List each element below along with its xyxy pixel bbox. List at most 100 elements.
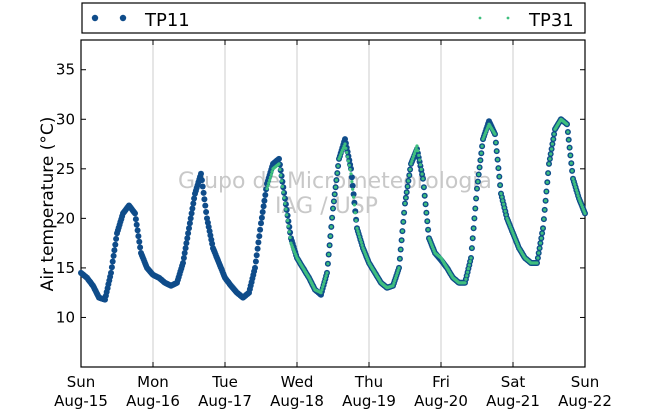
data-point-tp31 <box>550 142 555 146</box>
data-point-tp31 <box>284 207 288 211</box>
data-point-tp31 <box>479 151 483 155</box>
data-point-tp31 <box>417 153 421 157</box>
data-point-tp31 <box>333 192 337 196</box>
data-point-tp31 <box>466 267 470 271</box>
data-point-tp11 <box>181 250 188 256</box>
data-point-tp31 <box>544 199 548 203</box>
data-point-tp31 <box>344 146 348 150</box>
data-point-tp31 <box>573 182 577 186</box>
data-point-tp31 <box>477 172 481 177</box>
data-point-tp31 <box>266 184 270 188</box>
data-point-tp31 <box>537 251 541 255</box>
data-point-tp31 <box>416 149 420 153</box>
y-tick-label: 30 <box>56 110 75 128</box>
data-point-tp11 <box>203 209 210 215</box>
x-tick-label-day: Sun <box>67 373 96 391</box>
data-point-tp31 <box>396 268 400 273</box>
data-point-tp31 <box>346 159 350 163</box>
data-point-tp31 <box>547 162 551 166</box>
data-point-tp11 <box>180 255 187 261</box>
data-point-tp31 <box>324 274 328 278</box>
data-point-tp11 <box>187 215 194 222</box>
data-point-tp31 <box>269 172 273 177</box>
data-point-tp11 <box>253 252 260 259</box>
data-point-tp31 <box>463 281 467 285</box>
data-point-tp31 <box>574 188 579 192</box>
data-point-tp31 <box>406 184 410 189</box>
data-point-tp31 <box>331 206 335 211</box>
data-point-tp31 <box>358 235 362 239</box>
data-point-tp31 <box>419 167 423 171</box>
data-point-tp31 <box>408 167 412 172</box>
data-point-tp31 <box>334 185 338 189</box>
y-axis-label: Air temperature (°C) <box>38 117 58 292</box>
data-point-tp11 <box>132 216 139 223</box>
data-point-tp11 <box>199 183 206 190</box>
data-point-tp31 <box>566 130 570 134</box>
data-point-tp11 <box>198 170 204 177</box>
legend-label-tp11: TP11 <box>144 10 190 31</box>
data-point-tp31 <box>576 194 580 198</box>
data-point-tp31 <box>393 279 397 283</box>
x-tick-label-date: Aug-22 <box>558 392 612 409</box>
data-point-tp31 <box>358 238 362 242</box>
y-tick-label: 35 <box>56 61 75 79</box>
data-point-tp31 <box>288 235 292 240</box>
data-point-tp31 <box>347 163 351 167</box>
data-point-tp11 <box>257 226 264 233</box>
data-point-tp31 <box>572 180 576 184</box>
series-tp11 <box>78 116 588 303</box>
data-point-tp31 <box>496 158 500 162</box>
data-point-tp11 <box>256 233 263 240</box>
data-point-tp31 <box>321 285 325 289</box>
data-point-tp31 <box>401 220 405 224</box>
legend-marker-tp31 <box>506 16 510 20</box>
x-axis: SunAug-15MonAug-16TueAug-17WedAug-18ThuA… <box>54 40 612 409</box>
data-point-tp31 <box>407 173 411 177</box>
data-point-tp31 <box>583 211 587 215</box>
data-point-tp31 <box>568 153 573 157</box>
legend-label-tp31: TP31 <box>528 10 574 31</box>
data-point-tp31 <box>571 177 575 181</box>
data-point-tp31 <box>414 147 418 151</box>
data-point-tp11 <box>186 220 193 227</box>
x-tick-label-day: Tue <box>211 373 238 391</box>
data-point-tp31 <box>480 144 484 148</box>
data-point-tp31 <box>575 191 579 195</box>
data-point-tp31 <box>360 243 364 247</box>
data-point-tp31 <box>538 241 543 245</box>
data-point-tp11 <box>260 203 267 210</box>
data-point-tp31 <box>352 195 356 199</box>
data-point-tp31 <box>570 169 574 173</box>
data-point-tp31 <box>539 236 543 240</box>
data-point-tp31 <box>536 256 540 260</box>
data-point-tp31 <box>283 201 287 206</box>
data-point-tp31 <box>322 279 326 283</box>
data-point-tp31 <box>550 147 554 151</box>
data-point-tp31 <box>287 230 291 234</box>
data-point-tp31 <box>424 211 428 215</box>
data-point-tp11 <box>350 191 357 198</box>
data-point-tp31 <box>394 276 398 280</box>
legend-marker-tp11 <box>91 14 99 22</box>
data-point-tp31 <box>391 284 395 288</box>
data-point-tp11 <box>108 264 115 271</box>
data-point-tp31 <box>334 178 338 182</box>
data-point-tp11 <box>252 264 258 271</box>
data-point-tp31 <box>406 179 410 183</box>
legend: TP11 TP31 <box>81 2 586 34</box>
data-point-tp11 <box>255 239 262 246</box>
x-tick-label-day: Thu <box>354 373 383 391</box>
data-point-tp31 <box>326 262 330 266</box>
data-point-tp31 <box>418 163 422 167</box>
legend-marker-tp31 <box>478 16 482 20</box>
legend-frame <box>81 2 586 34</box>
data-point-tp11 <box>135 233 142 240</box>
data-point-tp31 <box>329 225 333 229</box>
x-tick-label-date: Aug-21 <box>486 392 540 409</box>
data-point-tp31 <box>469 256 473 260</box>
data-point-tp31 <box>404 196 408 200</box>
data-point-tp31 <box>280 179 284 183</box>
data-point-tp31 <box>476 180 480 184</box>
